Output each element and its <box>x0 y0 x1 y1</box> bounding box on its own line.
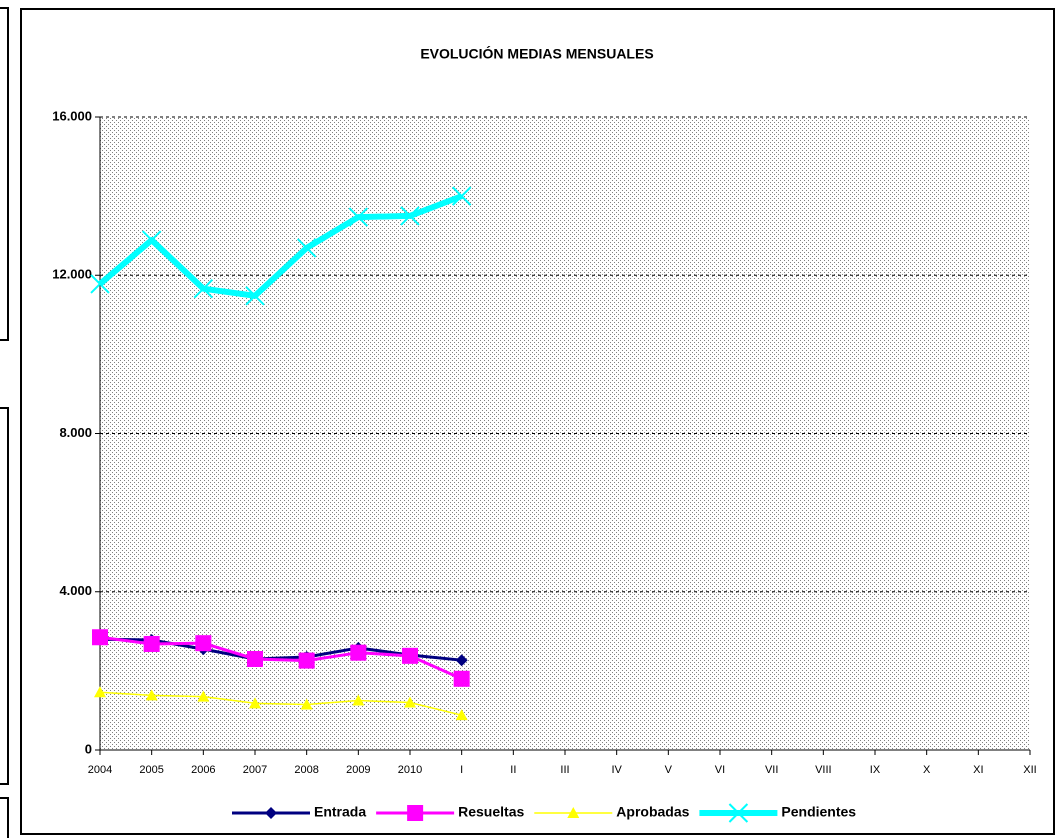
legend-marker <box>265 807 277 819</box>
y-tick-label: 0 <box>85 741 92 756</box>
y-tick-label: 4.000 <box>59 583 92 598</box>
x-tick-label: 2009 <box>346 764 370 776</box>
x-tick-label: 2005 <box>139 764 163 776</box>
x-tick-label: VI <box>715 764 725 776</box>
legend-label: Entrada <box>314 804 366 820</box>
x-tick-label: 2010 <box>398 764 422 776</box>
data-point <box>141 230 162 250</box>
data-point <box>296 238 317 258</box>
data-point <box>455 709 468 721</box>
data-point <box>350 644 367 661</box>
data-point <box>451 186 472 206</box>
x-tick-label: IX <box>870 764 881 776</box>
x-tick-label: II <box>510 764 516 776</box>
data-point <box>245 286 265 306</box>
x-tick-label: IV <box>611 764 622 776</box>
legend-marker <box>728 803 749 823</box>
side-frame <box>0 407 9 785</box>
data-point <box>348 207 369 227</box>
legend-label: Aprobadas <box>616 804 689 820</box>
data-point <box>193 278 214 299</box>
data-point <box>402 647 418 664</box>
data-point <box>197 690 210 702</box>
series-line <box>99 691 462 716</box>
legend-label: Pendientes <box>781 804 856 820</box>
x-tick-label: X <box>923 764 931 776</box>
x-tick-label: XI <box>973 764 983 776</box>
data-point <box>298 652 315 669</box>
legend-marker <box>567 807 580 818</box>
data-point <box>400 206 420 226</box>
data-point <box>90 274 110 294</box>
x-tick-label: V <box>665 764 673 776</box>
data-point <box>300 698 313 710</box>
y-tick-label: 12.000 <box>52 267 92 282</box>
data-point <box>249 697 261 709</box>
x-tick-label: III <box>560 764 569 776</box>
data-point <box>453 670 470 687</box>
data-point <box>195 635 212 652</box>
x-tick-label: 2008 <box>294 764 318 776</box>
data-point <box>404 696 416 708</box>
side-frame <box>0 7 9 341</box>
legend-label: Resueltas <box>458 804 524 820</box>
data-point <box>145 689 158 701</box>
y-tick-label: 16.000 <box>52 108 92 123</box>
legend-marker <box>407 805 424 821</box>
x-tick-label: 2004 <box>88 764 112 776</box>
x-tick-label: VIII <box>815 764 832 776</box>
chart-title: EVOLUCIÓN MEDIAS MENSUALES <box>420 45 653 62</box>
x-tick-label: I <box>460 764 463 776</box>
side-frame <box>0 797 9 838</box>
x-tick-label: 2007 <box>243 764 267 776</box>
data-point <box>247 651 263 668</box>
data-point <box>143 635 160 652</box>
x-tick-label: 2006 <box>191 764 215 776</box>
data-point <box>352 694 365 706</box>
data-point <box>455 654 468 667</box>
data-point <box>94 686 106 698</box>
x-tick-label: VII <box>765 764 778 776</box>
series-line <box>99 635 463 681</box>
y-tick-label: 8.000 <box>59 425 92 440</box>
data-point <box>92 629 108 646</box>
x-tick-label: XII <box>1023 764 1036 776</box>
